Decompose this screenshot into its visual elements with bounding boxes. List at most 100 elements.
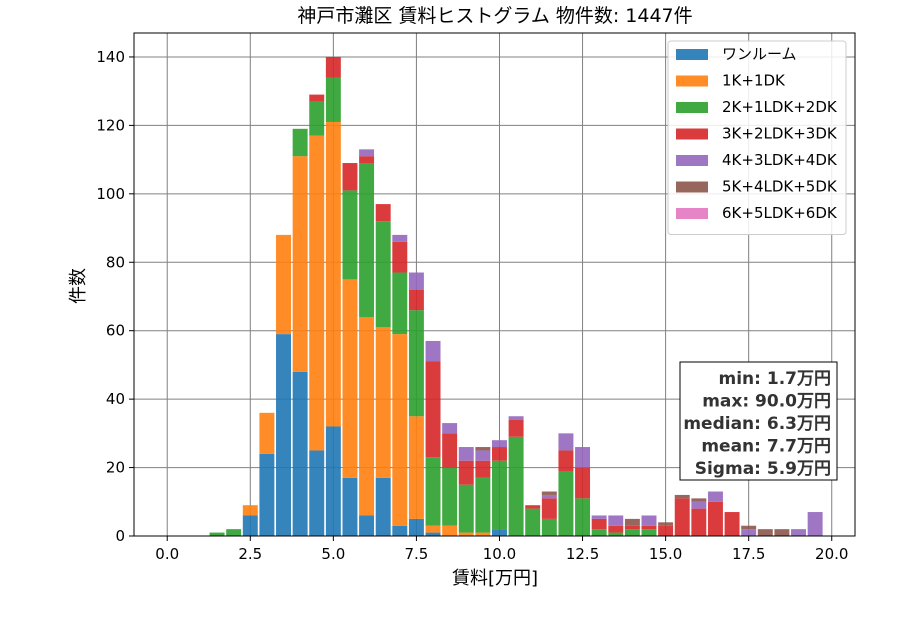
bar-segment <box>359 156 375 164</box>
bar-segment <box>442 467 458 526</box>
bar-segment <box>325 77 341 122</box>
y-tick-label: 20 <box>106 459 125 477</box>
bar-segment <box>359 515 375 536</box>
bar-segment <box>259 412 275 454</box>
bar-segment <box>674 498 690 536</box>
legend-label: 4K+3LDK+4DK <box>722 151 838 169</box>
y-tick-label: 40 <box>106 390 125 408</box>
bar-segment <box>492 529 507 536</box>
stats-box-frame <box>679 361 838 481</box>
bar-segment <box>442 433 458 468</box>
x-tick-label: 2.5 <box>238 545 262 563</box>
bar-segment <box>359 149 375 157</box>
bar-segment <box>591 515 607 519</box>
x-tick-label: 12.5 <box>566 545 599 563</box>
bar-segment <box>791 529 806 536</box>
bar-segment <box>375 221 391 328</box>
bar-segment <box>724 512 740 536</box>
bar-segment <box>458 460 474 485</box>
bar-segment <box>541 498 557 519</box>
bar-segment <box>608 525 624 533</box>
x-tick-label: 5.0 <box>321 545 345 563</box>
bar-segment <box>558 450 574 471</box>
bar-segment <box>774 529 790 536</box>
bar-segment <box>292 156 308 372</box>
bar-segment <box>541 491 557 495</box>
bar-segment <box>342 477 358 536</box>
bar-segment <box>408 416 424 519</box>
legend-label: 1K+1DK <box>722 72 786 90</box>
bar-segment <box>276 334 291 536</box>
bar-segment <box>558 433 574 451</box>
bar-segment <box>475 447 491 451</box>
bar-segment <box>442 423 458 434</box>
bar-segment <box>425 340 441 362</box>
bar-segment <box>707 491 723 502</box>
y-tick-label: 0 <box>115 527 125 545</box>
bar-segment <box>392 525 408 536</box>
y-tick-label: 140 <box>96 48 125 66</box>
x-tick-label: 17.5 <box>732 545 765 563</box>
bar-segment <box>408 310 424 417</box>
legend-label: 6K+5LDK+6DK <box>722 204 838 222</box>
bar-segment <box>575 467 591 499</box>
bar-segment <box>309 94 325 102</box>
x-tick-label: 7.5 <box>404 545 428 563</box>
bar-segment <box>209 532 225 536</box>
plot-frame <box>133 32 856 537</box>
bar-segment <box>408 289 424 311</box>
bar-segment <box>691 498 707 502</box>
bar-segment <box>508 419 524 437</box>
bar-segment <box>508 416 524 420</box>
bar-segment <box>375 477 391 536</box>
legend-swatch <box>676 155 708 166</box>
bar-segment <box>508 436 524 536</box>
stats-line: median: 6.3万円 <box>683 414 831 434</box>
bar-segment <box>475 477 491 533</box>
bar-segment <box>558 470 574 536</box>
bar-segment <box>242 515 258 536</box>
bar-segment <box>807 512 823 536</box>
bar-segment <box>342 190 358 280</box>
bar-segment <box>525 508 541 536</box>
bar-segment <box>658 522 674 526</box>
bar-segment <box>226 529 242 536</box>
bar-segment <box>292 371 308 536</box>
bar-segment <box>757 529 773 536</box>
legend-swatch <box>676 128 708 140</box>
legend-swatch <box>676 49 708 60</box>
bar-segment <box>707 501 723 536</box>
bar-segment <box>741 525 757 530</box>
y-axis-label: 件数 <box>68 268 89 304</box>
legend-swatch <box>676 102 708 113</box>
bar-segment <box>325 426 341 536</box>
bar-segment <box>525 505 541 509</box>
bar-segment <box>691 508 707 536</box>
legend-swatch <box>676 75 708 87</box>
bar-segment <box>641 529 657 536</box>
legend-label: 5K+4LDK+5DK <box>722 178 838 196</box>
bar-segment <box>492 460 507 530</box>
bar-segment <box>591 529 607 536</box>
bar-segment <box>292 128 308 157</box>
x-tick-label: 15.0 <box>649 545 682 563</box>
bar-segment <box>375 327 391 478</box>
legend-label: 3K+2LDK+3DK <box>722 125 838 143</box>
x-tick-label: 20.0 <box>815 545 848 563</box>
bar-segment <box>691 501 707 509</box>
legend-swatch <box>676 181 708 193</box>
y-tick-label: 80 <box>106 253 125 271</box>
bar-segment <box>359 317 375 516</box>
legend-swatch <box>676 208 708 219</box>
bar-segment <box>458 484 474 533</box>
bar-segment <box>608 532 624 536</box>
bar-segment <box>342 163 358 191</box>
bar-segment <box>575 498 591 536</box>
bar-segment <box>541 494 557 499</box>
bar-segment <box>375 204 391 222</box>
bar-segment <box>425 457 441 526</box>
bar-segment <box>392 234 408 242</box>
bar-segment <box>425 361 441 458</box>
legend: ワンルーム 1K+1DK 2K+1LDK+2DK 3K+2LDK+3DK 4K+3LDK… <box>667 40 847 235</box>
bar-segment <box>541 518 557 536</box>
